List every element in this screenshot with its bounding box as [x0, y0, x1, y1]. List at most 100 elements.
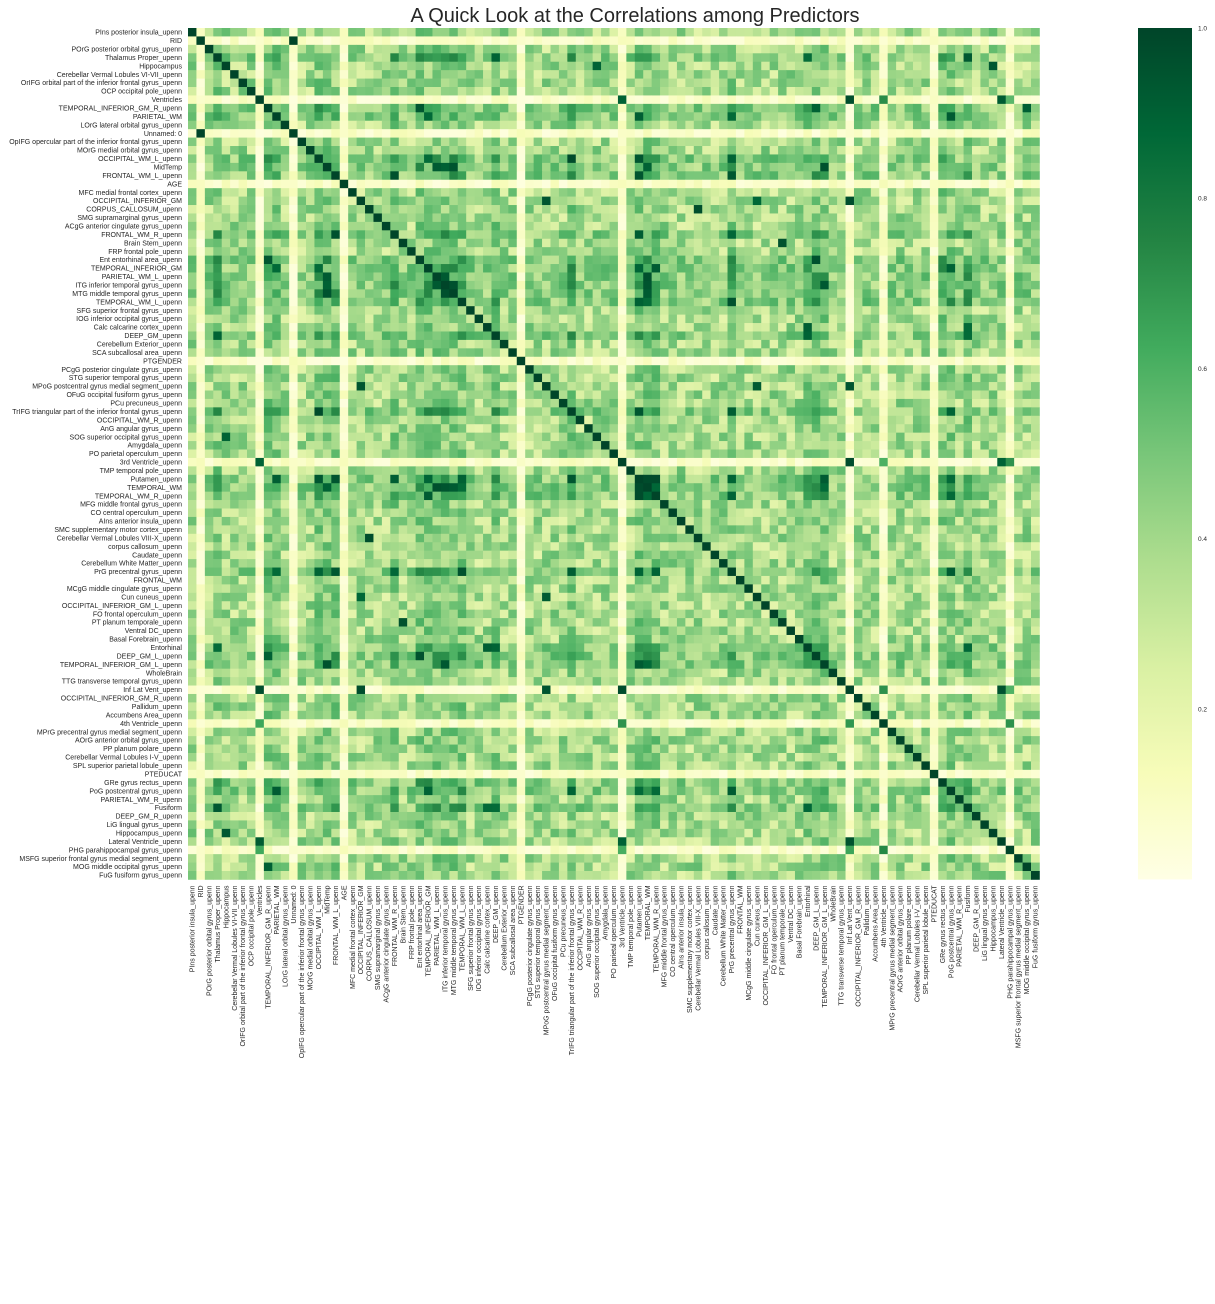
heatmap-cell: [297, 289, 307, 299]
heatmap-cell: [373, 53, 383, 63]
heatmap-cell: [339, 230, 349, 240]
heatmap-cell: [710, 120, 720, 130]
heatmap-cell: [407, 407, 416, 417]
heatmap-cell: [196, 314, 206, 324]
heatmap-cell: [314, 365, 324, 374]
heatmap-cell: [719, 398, 728, 408]
heatmap-cell: [896, 297, 905, 307]
heatmap-cell: [592, 120, 602, 130]
heatmap-cell: [1014, 230, 1023, 240]
heatmap-cell: [230, 306, 239, 315]
heatmap-cell: [609, 264, 619, 273]
heatmap-cell: [230, 112, 239, 122]
heatmap-cell: [870, 61, 880, 71]
heatmap-cell: [845, 230, 855, 240]
heatmap-cell: [752, 154, 762, 164]
heatmap-cell: [929, 120, 939, 130]
heatmap-cell: [1014, 247, 1023, 256]
heatmap-cell: [769, 348, 779, 358]
heatmap-cell: [542, 146, 551, 155]
heatmap-cell: [466, 129, 475, 138]
heatmap-cell: [508, 179, 518, 189]
heatmap-cell: [533, 373, 543, 383]
heatmap-cell: [963, 36, 973, 46]
heatmap-cell: [634, 103, 644, 113]
heatmap-cell: [710, 424, 720, 433]
heatmap-cell: [356, 162, 366, 172]
heatmap-cell: [230, 205, 239, 214]
heatmap-cell: [651, 188, 661, 197]
heatmap-cell: [963, 280, 973, 290]
heatmap-cell: [1022, 70, 1032, 79]
heatmap-cell: [887, 238, 897, 248]
heatmap-cell: [938, 44, 948, 54]
heatmap-cell: [331, 196, 341, 206]
heatmap-cell: [617, 264, 627, 273]
heatmap-cell: [794, 70, 804, 79]
heatmap-cell: [314, 289, 324, 299]
heatmap-cell: [381, 323, 391, 332]
heatmap-cell: [499, 196, 509, 206]
heatmap-cell: [188, 331, 197, 341]
heatmap-cell: [938, 205, 948, 214]
heatmap-cell: [837, 348, 846, 358]
heatmap-cell: [221, 407, 231, 417]
heatmap-cell: [643, 171, 652, 181]
heatmap-cell: [702, 146, 712, 155]
heatmap-cell: [803, 213, 813, 223]
heatmap-cell: [1031, 348, 1040, 358]
heatmap-cell: [230, 53, 239, 63]
heatmap-cell: [794, 28, 804, 37]
heatmap-cell: [668, 424, 678, 433]
heatmap-cell: [912, 171, 922, 181]
heatmap-cell: [424, 323, 433, 332]
heatmap-cell: [727, 238, 737, 248]
heatmap-cell: [339, 348, 349, 358]
heatmap-cell: [1005, 398, 1015, 408]
heatmap-cell: [912, 53, 922, 63]
heatmap-cell: [567, 44, 577, 54]
heatmap-cell: [693, 356, 703, 366]
heatmap-cell: [247, 398, 256, 408]
heatmap-cell: [1014, 373, 1023, 383]
heatmap-cell: [306, 171, 315, 181]
heatmap-cell: [752, 196, 762, 206]
heatmap-cell: [904, 146, 914, 155]
heatmap-cell: [474, 120, 484, 130]
heatmap-cell: [693, 272, 703, 282]
heatmap-cell: [626, 70, 636, 79]
heatmap-cell: [432, 373, 442, 383]
heatmap-cell: [752, 213, 762, 223]
heatmap-cell: [575, 365, 585, 374]
heatmap-cell: [1031, 415, 1040, 425]
heatmap-cell: [727, 95, 737, 105]
heatmap-cell: [685, 36, 695, 46]
heatmap-cell: [685, 247, 695, 256]
heatmap-cell: [862, 432, 872, 442]
heatmap-cell: [457, 87, 467, 96]
heatmap-cell: [508, 339, 518, 349]
heatmap-cell: [643, 390, 652, 400]
heatmap-cell: [398, 179, 408, 189]
heatmap-cell: [660, 146, 669, 155]
heatmap-cell: [845, 356, 855, 366]
heatmap-cell: [289, 280, 298, 290]
heatmap-cell: [322, 103, 332, 113]
heatmap-cell: [474, 280, 484, 290]
heatmap-cell: [634, 264, 644, 273]
heatmap-cell: [676, 213, 686, 223]
heatmap-cell: [567, 70, 577, 79]
heatmap-cell: [204, 120, 214, 130]
heatmap-cell: [946, 154, 956, 164]
heatmap-cell: [938, 390, 948, 400]
heatmap-cell: [963, 53, 973, 63]
heatmap-cell: [778, 306, 787, 315]
heatmap-cell: [314, 323, 324, 332]
heatmap-cell: [415, 306, 425, 315]
heatmap-cell: [558, 247, 568, 256]
heatmap-cell: [424, 78, 433, 88]
heatmap-cell: [289, 247, 298, 256]
heatmap-cell: [525, 221, 534, 231]
heatmap-cell: [929, 146, 939, 155]
heatmap-cell: [837, 230, 846, 240]
